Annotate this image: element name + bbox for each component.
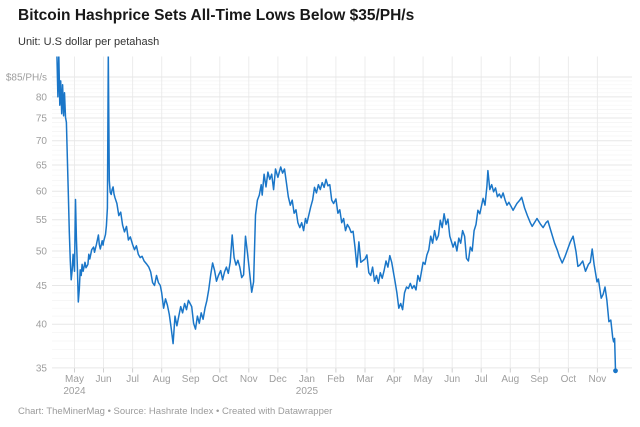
- x-tick-label: Nov: [240, 374, 258, 385]
- x-tick-label: Oct: [212, 374, 228, 385]
- chart-subtitle-unit: Unit: U.S dollar per petahash: [18, 36, 160, 48]
- y-tick-label: 75: [36, 114, 48, 125]
- y-tick-label: 40: [36, 320, 48, 331]
- y-tick-label: 45: [36, 281, 48, 292]
- chart-attribution: Chart: TheMinerMag • Source: Hashrate In…: [18, 406, 333, 417]
- price-line: [56, 56, 617, 371]
- y-tick-label: 50: [36, 247, 48, 258]
- x-tick-label: Jul: [475, 374, 488, 385]
- x-tick-label: Sep: [530, 374, 548, 385]
- x-tick-label: Jun: [95, 374, 111, 385]
- end-point-marker: [613, 368, 618, 374]
- x-tick-label: Aug: [153, 374, 171, 385]
- x-tick-label: May: [414, 374, 433, 385]
- y-tick-label: 55: [36, 215, 48, 226]
- y-tick-label: 35: [36, 363, 48, 374]
- x-tick-label: Oct: [561, 374, 577, 385]
- y-gridlines-minor: [52, 80, 632, 360]
- y-tick-label: 70: [36, 136, 48, 147]
- x-tick-label: Sep: [182, 374, 200, 385]
- x-tick-label: Jul: [126, 374, 139, 385]
- x-tick-label: Apr: [386, 374, 402, 385]
- x-tick-label: Mar: [356, 374, 374, 385]
- page-title: Bitcoin Hashprice Sets All-Time Lows Bel…: [18, 7, 415, 24]
- x-tick-label: Feb: [327, 374, 345, 385]
- y-tick-label: $85/PH/s: [6, 73, 47, 84]
- y-tick-label: 65: [36, 161, 48, 172]
- x-tick-label: Nov: [589, 374, 607, 385]
- y-axis: $85/PH/s 80 75 70 65 60 55 50 45 40 35: [6, 73, 632, 374]
- x-tick-year-label: 2024: [63, 386, 86, 397]
- x-tick-label: May: [65, 374, 84, 385]
- x-tick-label: Dec: [269, 374, 287, 385]
- y-tick-label: 80: [36, 92, 48, 103]
- x-tick-label: Jan: [299, 374, 315, 385]
- x-tick-year-label: 2025: [296, 386, 319, 397]
- x-tick-label: Jun: [444, 374, 460, 385]
- y-tick-label: 60: [36, 187, 48, 198]
- x-tick-label: Aug: [501, 374, 519, 385]
